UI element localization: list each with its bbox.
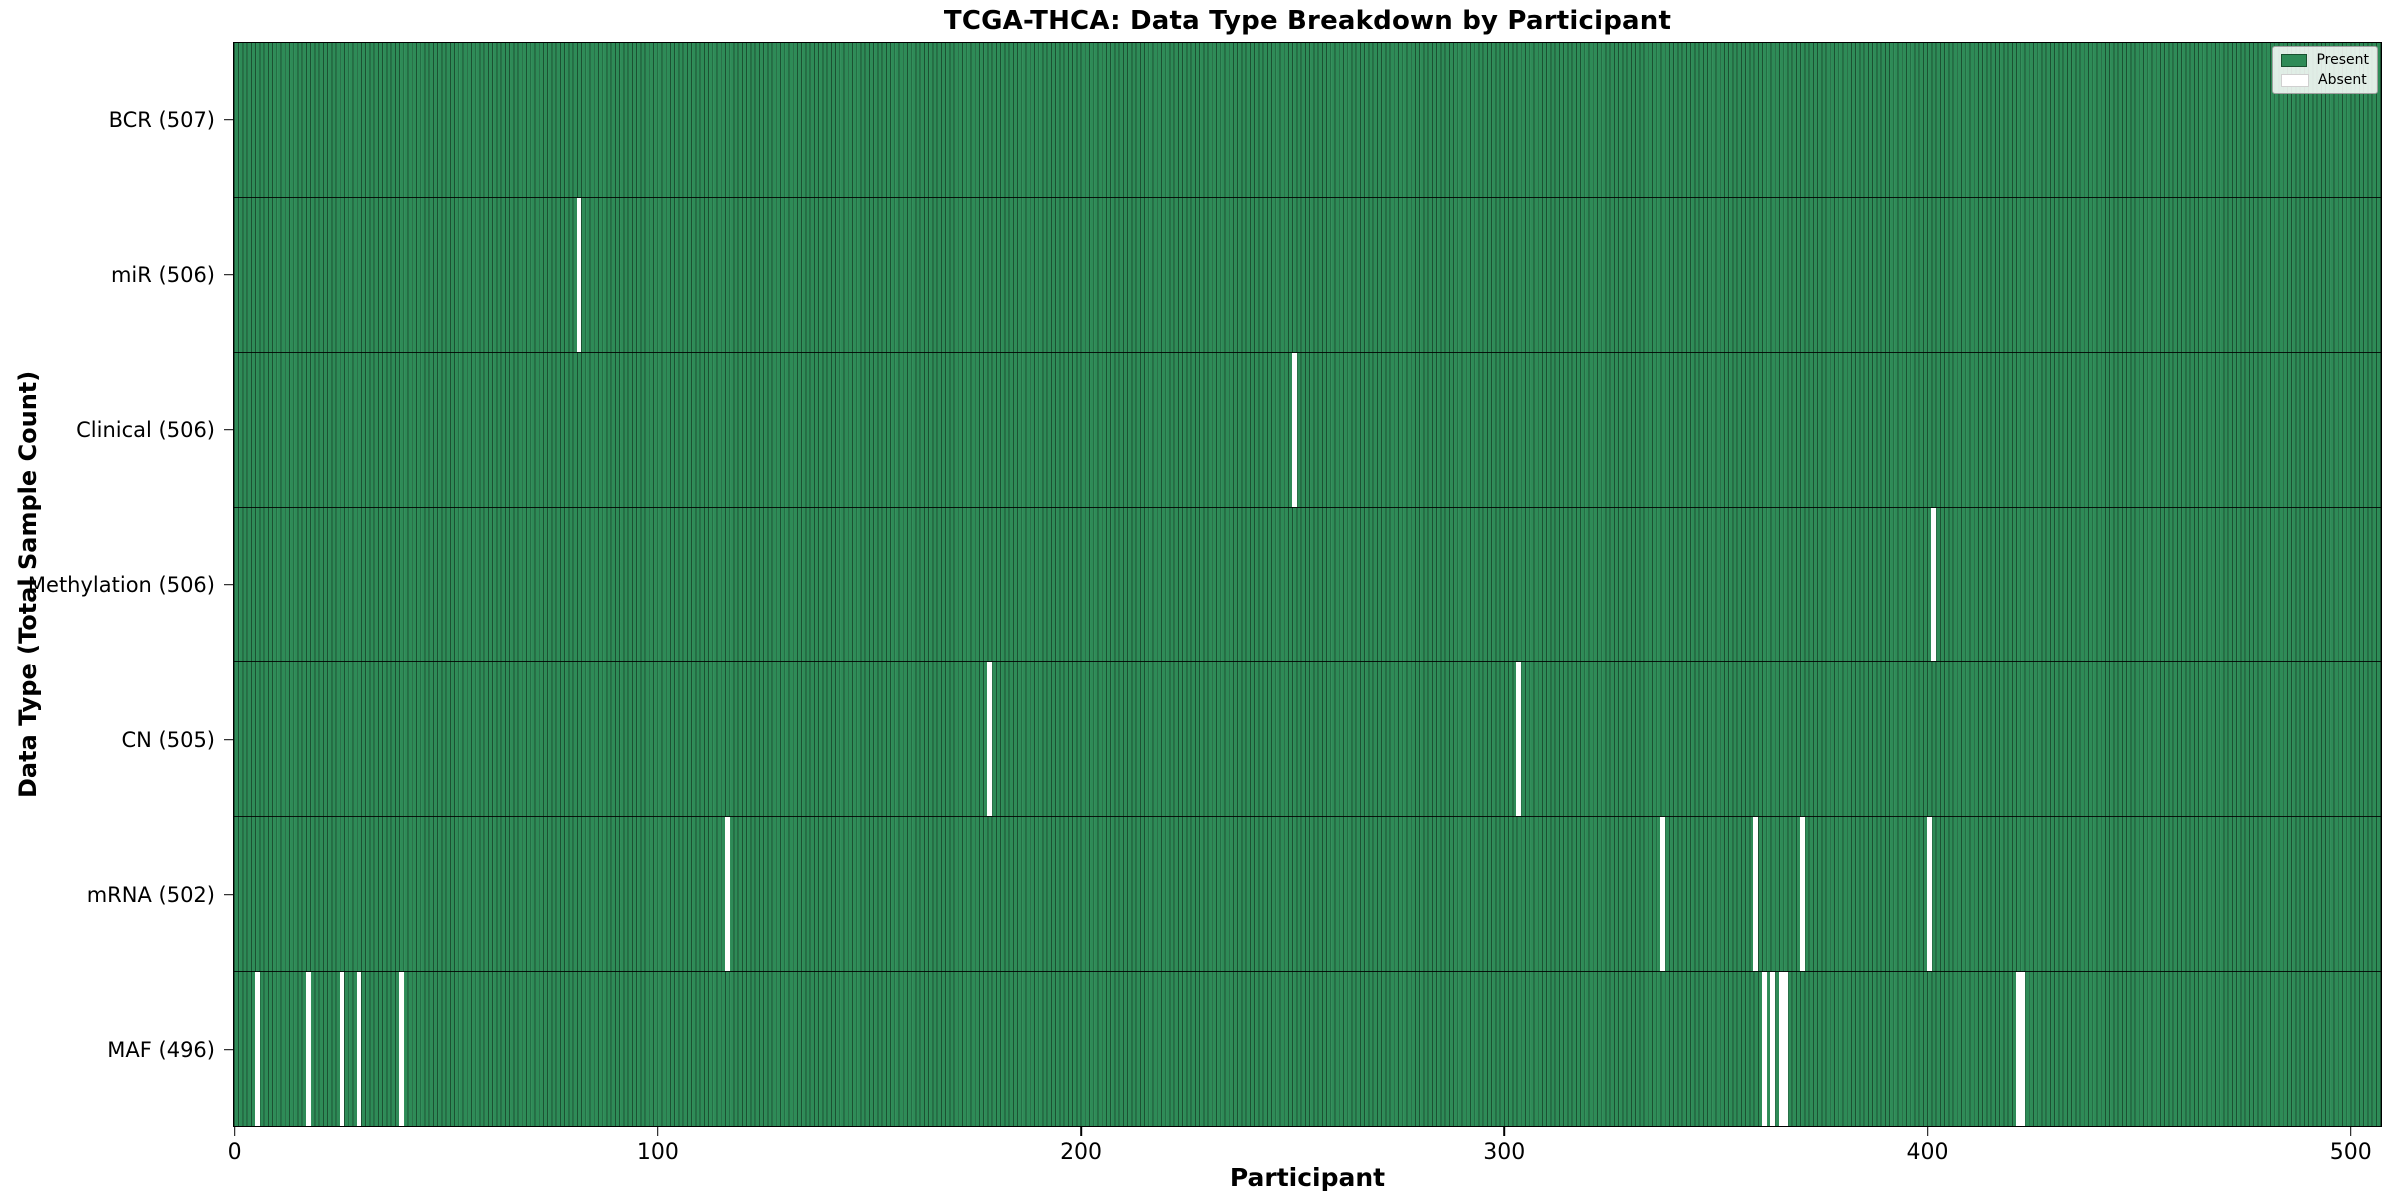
xtick-label-400: 400: [1906, 1140, 1949, 1165]
ytick-mark: [224, 428, 233, 431]
absent-marker: [1292, 352, 1297, 507]
ytick-label-clinical: Clinical (506): [76, 417, 215, 442]
absent-marker: [2020, 972, 2025, 1127]
legend-item-present: Present: [2281, 53, 2369, 67]
absent-marker: [1770, 972, 1775, 1127]
ytick-label-mir: miR (506): [110, 262, 215, 287]
xtick-mark: [2349, 1127, 2352, 1136]
xtick-mark: [1926, 1127, 1929, 1136]
absent-marker: [2015, 972, 2021, 1127]
absent-marker: [576, 197, 582, 352]
ytick-mark: [224, 738, 233, 741]
absent-marker: [305, 972, 311, 1127]
absent-marker: [1660, 817, 1665, 972]
absent-marker: [987, 662, 992, 817]
row-methylation: [234, 507, 2381, 663]
xtick-label-100: 100: [636, 1140, 679, 1165]
xtick-mark: [657, 1127, 659, 1136]
ytick-label-mrna: mRNA (502): [86, 882, 215, 907]
absent-marker: [1753, 817, 1759, 972]
absent-marker: [1516, 662, 1522, 817]
ytick-mark: [224, 273, 233, 276]
row-mir: [234, 197, 2381, 353]
absent-marker: [1931, 507, 1936, 662]
ytick-label-maf: MAF (496): [107, 1037, 215, 1062]
legend-item-absent: Absent: [2281, 73, 2369, 87]
x-axis-label: Participant: [1229, 1163, 1386, 1192]
xtick-label-0: 0: [227, 1140, 242, 1165]
chart-title: TCGA-THCA: Data Type Breakdown by Partic…: [943, 6, 1672, 36]
ytick-mark: [224, 583, 233, 586]
ytick-mark: [224, 1048, 233, 1051]
xtick-label-500: 500: [2329, 1140, 2372, 1165]
ytick-mark: [224, 893, 233, 896]
absent-marker: [1783, 972, 1788, 1127]
row-bcr: [234, 43, 2381, 198]
row-maf: [234, 972, 2381, 1127]
absent-marker: [1778, 972, 1784, 1127]
ytick-mark: [224, 118, 233, 121]
absent-marker: [399, 972, 404, 1127]
row-cn: [234, 662, 2381, 818]
ytick-label-methylation: Methylation (506): [27, 572, 215, 597]
absent-marker: [1799, 817, 1805, 972]
xtick-mark: [1080, 1127, 1082, 1136]
ytick-label-bcr: BCR (507): [108, 107, 215, 132]
present-swatch-icon: [2281, 53, 2308, 67]
legend-present-label: Present: [2316, 52, 2369, 68]
absent-marker: [724, 817, 730, 972]
ytick-label-cn: CN (505): [121, 727, 215, 752]
plot-area: [233, 42, 2382, 1127]
absent-swatch-icon: [2281, 73, 2309, 87]
absent-marker: [255, 972, 260, 1127]
absent-marker: [1761, 972, 1767, 1127]
row-clinical: [234, 352, 2381, 508]
xtick-mark: [1503, 1127, 1506, 1136]
xtick-label-300: 300: [1483, 1140, 1526, 1165]
absent-marker: [356, 972, 362, 1127]
absent-marker: [339, 972, 345, 1127]
xtick-mark: [233, 1127, 236, 1136]
xtick-label-200: 200: [1060, 1140, 1103, 1165]
legend: Present Absent: [2272, 46, 2378, 94]
legend-absent-label: Absent: [2318, 72, 2367, 88]
row-mrna: [234, 817, 2381, 973]
absent-marker: [1926, 817, 1932, 972]
